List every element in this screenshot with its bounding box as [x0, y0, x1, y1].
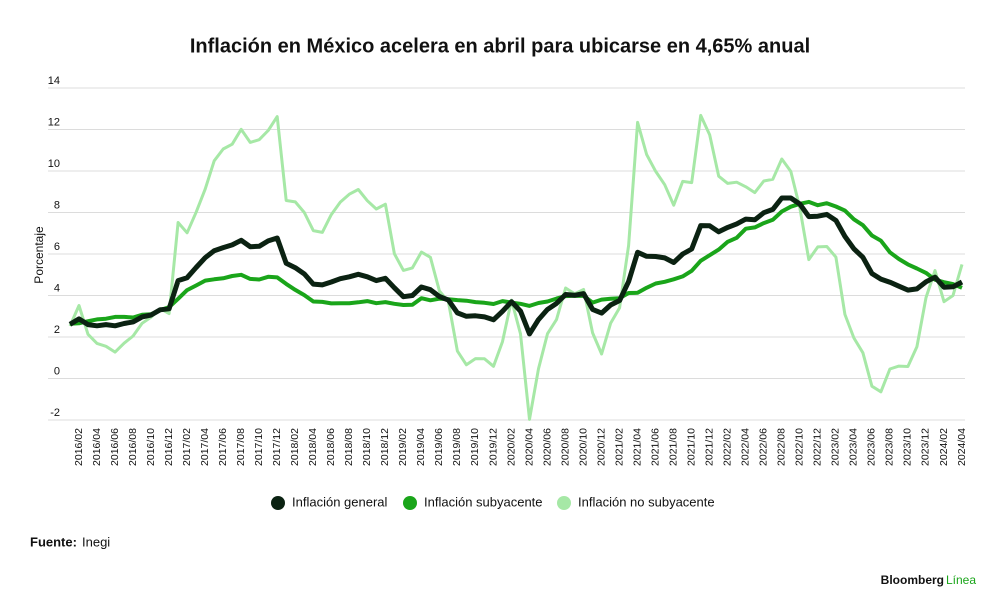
x-tick-label: 2021/02 [613, 428, 625, 466]
x-tick-label: 2018/06 [325, 428, 337, 466]
y-tick-label: 0 [54, 365, 60, 377]
x-tick-label: 2022/02 [722, 428, 734, 466]
x-tick-label: 2022/12 [812, 428, 824, 466]
x-tick-label: 2021/12 [703, 428, 715, 466]
y-tick-label: 6 [54, 241, 60, 253]
legend-marker [403, 496, 417, 510]
x-tick-label: 2020/10 [577, 428, 589, 466]
y-tick-label: 2 [54, 324, 60, 336]
legend-marker [557, 496, 571, 510]
brand-accent: Línea [946, 573, 976, 587]
x-tick-label: 2024/02 [938, 428, 950, 466]
y-tick-label: -2 [50, 407, 60, 419]
x-tick-label: 2016/10 [145, 428, 157, 466]
x-tick-label: 2023/12 [920, 428, 932, 466]
chart-title: Inflación en México acelera en abril par… [190, 35, 810, 57]
x-tick-label: 2023/06 [866, 428, 878, 466]
legend-label: Inflación no subyacente [578, 494, 715, 509]
legend-marker [271, 496, 285, 510]
x-tick-label: 2017/04 [199, 428, 211, 466]
x-tick-label: 2017/08 [235, 428, 247, 466]
x-tick-label: 2023/04 [848, 428, 860, 466]
x-tick-label: 2019/12 [487, 428, 499, 466]
y-tick-label: 4 [54, 282, 60, 294]
y-tick-label: 14 [48, 75, 60, 87]
x-tick-label: 2016/04 [91, 428, 103, 466]
x-tick-label: 2019/10 [469, 428, 481, 466]
x-tick-label: 2020/08 [559, 428, 571, 466]
x-tick-label: 2016/02 [73, 428, 85, 466]
x-tick-label: 2018/08 [343, 428, 355, 466]
x-tick-label: 2017/10 [253, 428, 265, 466]
x-tick-label: 2023/08 [884, 428, 896, 466]
x-tick-label: 2020/02 [505, 428, 517, 466]
y-tick-label: 10 [48, 158, 60, 170]
x-tick-label: 2022/08 [776, 428, 788, 466]
x-tick-label: 2022/04 [740, 428, 752, 466]
x-tick-label: 2021/06 [649, 428, 661, 466]
source: Inegi [82, 534, 110, 549]
x-tick-label: 2017/12 [271, 428, 283, 466]
x-tick-label: 2019/06 [433, 428, 445, 466]
x-tick-label: 2019/04 [415, 428, 427, 466]
x-tick-label: 2017/06 [217, 428, 229, 466]
x-tick-label: 2023/02 [830, 428, 842, 466]
x-tick-label: 2021/08 [667, 428, 679, 466]
x-tick-label: 2019/08 [451, 428, 463, 466]
x-tick-label: 2018/12 [379, 428, 391, 466]
x-tick-label: 2020/04 [523, 428, 535, 466]
x-tick-label: 2018/04 [307, 428, 319, 466]
x-tick-label: 2021/04 [631, 428, 643, 466]
x-tick-label: 2016/06 [109, 428, 121, 466]
x-tick-label: 2022/10 [794, 428, 806, 466]
x-tick-label: 2019/02 [397, 428, 409, 466]
legend-label: Inflación general [292, 494, 388, 509]
source-label: Fuente: [30, 534, 77, 549]
x-tick-label: 2024/04 [956, 428, 968, 466]
series-line [68, 195, 964, 337]
x-tick-label: 2021/10 [685, 428, 697, 466]
y-tick-label: 12 [48, 116, 60, 128]
x-tick-label: 2018/10 [361, 428, 373, 466]
brand: Bloomberg [881, 573, 944, 587]
x-tick-label: 2020/12 [595, 428, 607, 466]
x-tick-label: 2020/06 [541, 428, 553, 466]
series-line [68, 113, 964, 421]
x-tick-label: 2018/02 [289, 428, 301, 466]
legend-label: Inflación subyacente [424, 494, 543, 509]
x-tick-label: 2016/12 [163, 428, 175, 466]
x-tick-label: 2016/08 [127, 428, 139, 466]
x-tick-label: 2017/02 [181, 428, 193, 466]
x-tick-label: 2023/10 [902, 428, 914, 466]
y-tick-label: 8 [54, 199, 60, 211]
x-tick-label: 2022/06 [758, 428, 770, 466]
y-axis-label: Porcentaje [32, 226, 46, 284]
